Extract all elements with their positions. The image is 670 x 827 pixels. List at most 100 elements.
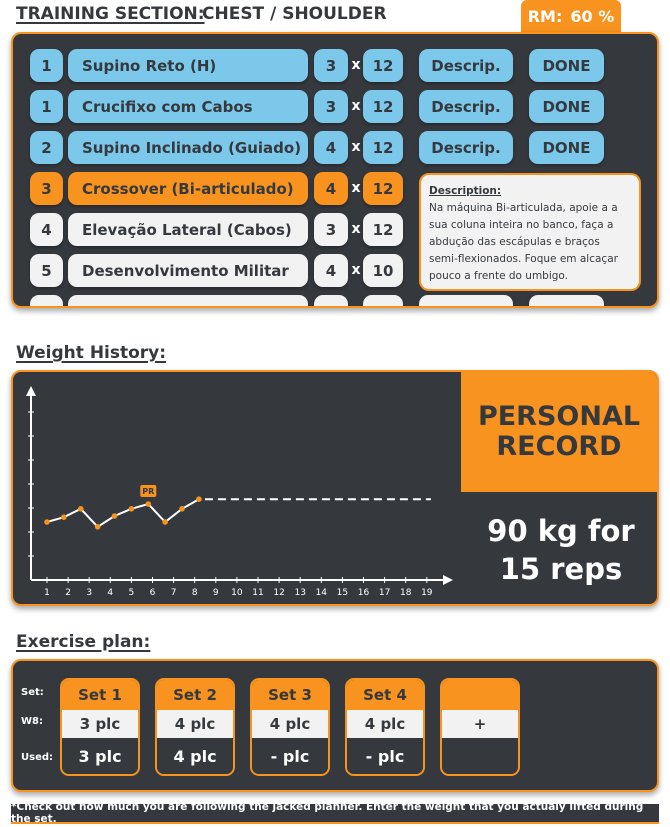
description-button-partial[interactable] — [419, 295, 513, 306]
x-tick-label: 13 — [294, 588, 305, 598]
exercise-reps[interactable]: 12 — [363, 213, 403, 246]
x-tick-label: 5 — [129, 588, 135, 598]
exercise-sets-partial[interactable] — [314, 295, 348, 306]
exercise-sets[interactable]: 3 — [314, 213, 348, 246]
x-tick-label: 9 — [213, 588, 219, 598]
x-tick-label: 6 — [150, 588, 156, 598]
pr-title-line2: RECORD — [496, 431, 622, 462]
add-set-used — [442, 738, 518, 774]
exercise-sets[interactable]: 4 — [314, 131, 348, 164]
x-tick-label: 3 — [86, 588, 92, 598]
personal-record-value: 90 kg for 15 reps — [465, 496, 657, 604]
exercise-sets[interactable]: 3 — [314, 90, 348, 123]
set-column[interactable]: Set 3 4 plc - plc — [250, 678, 330, 776]
set-weight[interactable]: 4 plc — [157, 710, 233, 738]
section-label: TRAINING SECTION: — [16, 4, 205, 24]
set-weight[interactable]: 3 plc — [62, 710, 138, 738]
exercise-reps[interactable]: 10 — [363, 254, 403, 287]
x-tick-label: 4 — [107, 588, 113, 598]
rm-badge[interactable]: RM: 60 % — [521, 0, 621, 32]
weight-history-label: Weight History: — [16, 343, 167, 363]
pr-value-line2: 15 reps — [499, 552, 623, 586]
data-point — [94, 524, 101, 530]
done-button[interactable]: DONE — [529, 131, 604, 164]
set-used[interactable]: - plc — [347, 738, 423, 774]
data-point — [77, 506, 84, 512]
x-tick-label: 15 — [337, 588, 348, 598]
exercise-name-partial[interactable] — [68, 295, 308, 306]
set-header: Set 1 — [62, 680, 138, 710]
add-set-button[interactable]: + — [442, 710, 518, 738]
description-button[interactable]: Descrip. — [419, 90, 513, 123]
exercise-name[interactable]: Elevação Lateral (Cabos) — [68, 213, 308, 246]
rm-value: 60 % — [570, 6, 615, 26]
done-button[interactable]: DONE — [529, 90, 604, 123]
pr-marker-bg — [140, 485, 157, 497]
description-button[interactable]: Descrip. — [419, 131, 513, 164]
x-axis-arrow — [443, 575, 453, 585]
weight-history-panel: 1 2 3 4 5 6 7 8 9 10 11 12 13 14 15 16 17 18 19 PR PERSONAL… — [11, 370, 659, 606]
exercise-sets[interactable]: 4 — [314, 172, 348, 205]
times-sign: x — [351, 139, 361, 155]
row-label-set: Set: — [21, 687, 44, 698]
data-point — [44, 519, 50, 525]
add-set-column[interactable]: + — [440, 678, 520, 776]
pr-value-line1: 90 kg for — [487, 514, 635, 548]
row-label-w8: W8: — [21, 716, 43, 727]
x-tick-label: 12 — [273, 588, 284, 598]
exercise-sets[interactable]: 3 — [314, 49, 348, 82]
data-point — [179, 506, 185, 512]
exercise-name[interactable]: Desenvolvimento Militar — [68, 254, 308, 287]
footer-note: *Check out how much you are following th… — [11, 801, 659, 825]
data-point — [196, 496, 202, 502]
exercise-name[interactable]: Crucifixo com Cabos — [68, 90, 308, 123]
x-tick-label: 7 — [171, 588, 177, 598]
exercise-number: 4 — [30, 213, 63, 246]
rm-label: RM: — [527, 6, 563, 26]
set-weight[interactable]: 4 plc — [252, 710, 328, 738]
times-sign: x — [351, 180, 361, 196]
exercise-name-active[interactable]: Crossover (Bi-articulado) — [68, 172, 308, 205]
set-used[interactable]: 3 plc — [62, 738, 138, 774]
exercise-number-partial — [30, 295, 63, 306]
exercise-reps[interactable]: 12 — [363, 131, 403, 164]
exercise-number: 1 — [30, 90, 63, 123]
exercise-sets[interactable]: 4 — [314, 254, 348, 287]
x-tick-label: 17 — [379, 588, 390, 598]
series-line — [46, 498, 200, 529]
exercise-list-panel[interactable]: 1 Supino Reto (H) 3 x 12 Descrip. DONE 1… — [11, 32, 659, 308]
exercise-reps[interactable]: 12 — [363, 90, 403, 123]
exercise-reps[interactable]: 12 — [363, 49, 403, 82]
x-tick-label: 2 — [65, 588, 71, 598]
set-used[interactable]: 4 plc — [157, 738, 233, 774]
row-label-used: Used: — [21, 752, 54, 763]
personal-record-header: PERSONAL RECORD — [461, 372, 657, 492]
exercise-name[interactable]: Supino Reto (H) — [68, 49, 308, 82]
exercise-plan-label: Exercise plan: — [16, 632, 151, 652]
pr-title-line1: PERSONAL — [477, 401, 641, 432]
times-sign: x — [351, 98, 361, 114]
set-column[interactable]: Set 4 4 plc - plc — [345, 678, 425, 776]
exercise-reps-partial[interactable] — [363, 295, 403, 306]
description-button[interactable]: Descrip. — [419, 49, 513, 82]
y-axis-arrow — [26, 386, 36, 396]
data-point — [61, 514, 67, 520]
exercise-name[interactable]: Supino Inclinado (Guiado) — [68, 131, 308, 164]
exercise-reps[interactable]: 12 — [363, 172, 403, 205]
data-point — [145, 501, 152, 507]
done-button-partial[interactable] — [529, 295, 604, 306]
set-column[interactable]: Set 1 3 plc 3 plc — [60, 678, 140, 776]
exercise-number: 3 — [30, 172, 63, 205]
data-point — [162, 519, 168, 525]
data-point — [128, 506, 135, 512]
x-tick-label: 14 — [316, 588, 328, 598]
done-button[interactable]: DONE — [529, 49, 604, 82]
set-weight[interactable]: 4 plc — [347, 710, 423, 738]
x-tick-label: 8 — [192, 588, 198, 598]
x-tick-label: 10 — [231, 588, 243, 598]
times-sign: x — [351, 57, 361, 73]
set-column[interactable]: Set 2 4 plc 4 plc — [155, 678, 235, 776]
x-tick-label: 18 — [400, 588, 412, 598]
set-used[interactable]: - plc — [252, 738, 328, 774]
x-tick-label: 16 — [358, 588, 370, 598]
